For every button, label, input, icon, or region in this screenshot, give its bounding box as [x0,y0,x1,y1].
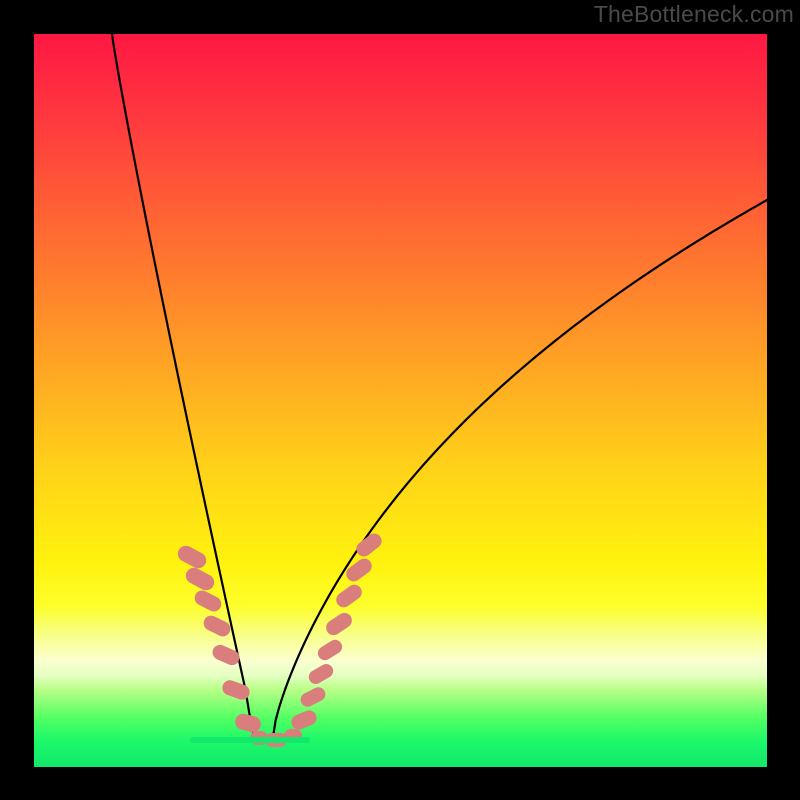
chart-frame: TheBottleneck.com [0,0,800,800]
bottleneck-curve-chart [0,0,800,800]
plot-background [34,34,767,767]
optimal-zone-marker [190,737,310,743]
